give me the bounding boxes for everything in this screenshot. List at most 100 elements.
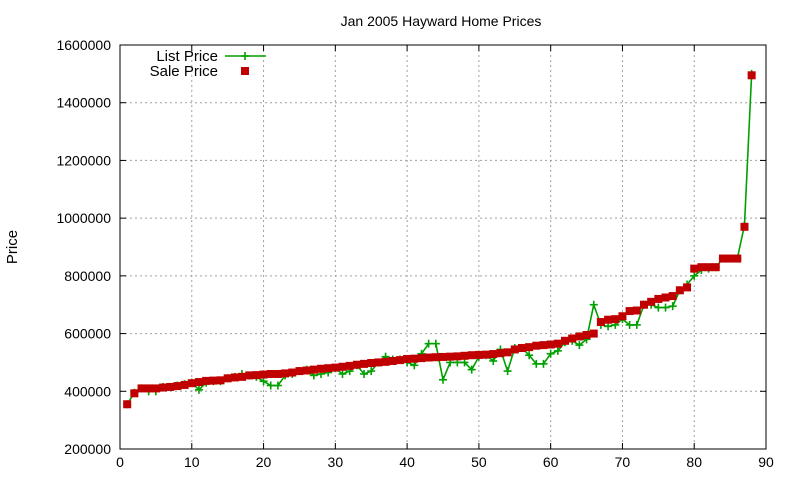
sale-price-point — [632, 306, 641, 315]
sale-price-point — [539, 341, 548, 350]
sale-price-point — [266, 369, 275, 378]
axis-ticks: 0 10 20 30 40 50 60 70 80 90 200000 400000 600000 800… — [56, 37, 774, 470]
sale-price-point — [604, 315, 613, 324]
sale-price-point — [575, 332, 584, 341]
sale-price-point — [130, 389, 139, 398]
list-price-point — [625, 320, 634, 329]
sale-price-point — [460, 351, 469, 360]
list-price-point — [575, 341, 584, 350]
sale-price-point — [281, 369, 290, 378]
sale-price-point — [690, 264, 699, 273]
sale-price-point — [647, 297, 656, 306]
chart-title: Jan 2005 Hayward Home Prices — [341, 13, 542, 29]
sale-price-point — [367, 359, 376, 368]
list-price-point — [553, 346, 562, 355]
sale-price-point — [302, 366, 311, 375]
sale-price-point — [144, 384, 153, 393]
sale-price-point — [273, 369, 282, 378]
sale-price-point — [561, 336, 570, 345]
sale-price-point — [625, 307, 634, 316]
sale-price-point — [503, 348, 512, 357]
sale-price-point — [453, 352, 462, 361]
x-tick-label: 80 — [686, 454, 702, 470]
legend-label-sale-price: Sale Price — [150, 63, 218, 80]
sale-price-point — [151, 384, 160, 393]
sale-price-point — [345, 361, 354, 370]
list-price-point — [661, 303, 670, 312]
list-price-point — [360, 369, 369, 378]
list-price-point — [431, 339, 440, 348]
sale-price-point — [230, 373, 239, 382]
sale-price-point — [553, 339, 562, 348]
sale-price-point — [718, 254, 727, 263]
sale-price-point — [338, 362, 347, 371]
x-tick-label: 30 — [328, 454, 344, 470]
sale-price-point — [395, 356, 404, 365]
list-price-point — [589, 300, 598, 309]
list-price-point — [367, 367, 376, 376]
sale-price-point — [589, 329, 598, 338]
sale-price-point — [180, 380, 189, 389]
list-price-point — [632, 320, 641, 329]
series-sale-price — [123, 71, 756, 409]
sale-price-point — [166, 382, 175, 391]
list-price-point — [273, 381, 282, 390]
list-price-point — [503, 367, 512, 376]
sale-price-point — [525, 343, 534, 352]
y-tick-label: 400000 — [64, 383, 111, 399]
sale-price-point — [238, 372, 247, 381]
sale-price-point — [309, 365, 318, 374]
sale-price-point — [733, 254, 742, 263]
list-price-point — [525, 351, 534, 360]
sale-price-point — [388, 356, 397, 365]
list-price-point — [467, 365, 476, 374]
sale-price-point — [324, 364, 333, 373]
sale-price-point — [173, 382, 182, 391]
sale-price-point — [417, 354, 426, 363]
sale-price-point — [740, 222, 749, 231]
sale-price-point — [295, 367, 304, 376]
sale-price-point — [482, 350, 491, 359]
y-tick-label: 1000000 — [56, 210, 111, 226]
sale-price-point — [747, 71, 756, 80]
sale-price-point — [381, 357, 390, 366]
list-price-point — [690, 271, 699, 280]
sale-price-point — [202, 376, 211, 385]
list-price-point — [266, 381, 275, 390]
sale-price-point — [410, 354, 419, 363]
sale-price-point — [568, 334, 577, 343]
y-axis-label: Price — [4, 230, 21, 264]
sale-price-point — [137, 384, 146, 393]
x-tick-label: 50 — [471, 454, 487, 470]
sale-price-point — [431, 353, 440, 362]
x-tick-label: 0 — [116, 454, 124, 470]
list-price-point — [489, 356, 498, 365]
sale-price-point — [360, 359, 369, 368]
y-tick-label: 600000 — [64, 326, 111, 342]
sale-price-point — [697, 263, 706, 272]
x-tick-label: 10 — [184, 454, 200, 470]
sale-price-point — [316, 364, 325, 373]
plot-frame — [119, 44, 767, 450]
sale-price-point — [209, 376, 218, 385]
y-tick-label: 800000 — [64, 268, 111, 284]
sale-price-point — [596, 318, 605, 327]
list-price-point — [194, 385, 203, 394]
sale-price-point — [288, 368, 297, 377]
sale-price-point — [532, 341, 541, 350]
sale-price-point — [582, 331, 591, 340]
sale-price-point — [496, 349, 505, 358]
sale-price-point — [517, 344, 526, 352]
sale-price-point — [474, 350, 483, 359]
y-tick-label: 1600000 — [56, 37, 111, 53]
sale-price-point — [216, 376, 225, 385]
sale-price-point — [668, 292, 677, 301]
sale-price-point — [467, 351, 476, 360]
sale-price-point — [194, 378, 203, 387]
y-tick-label: 200000 — [64, 441, 111, 457]
x-tick-label: 60 — [543, 454, 559, 470]
list-price-point — [654, 303, 663, 312]
sale-price-point — [374, 358, 383, 367]
sale-price-point — [704, 263, 713, 272]
